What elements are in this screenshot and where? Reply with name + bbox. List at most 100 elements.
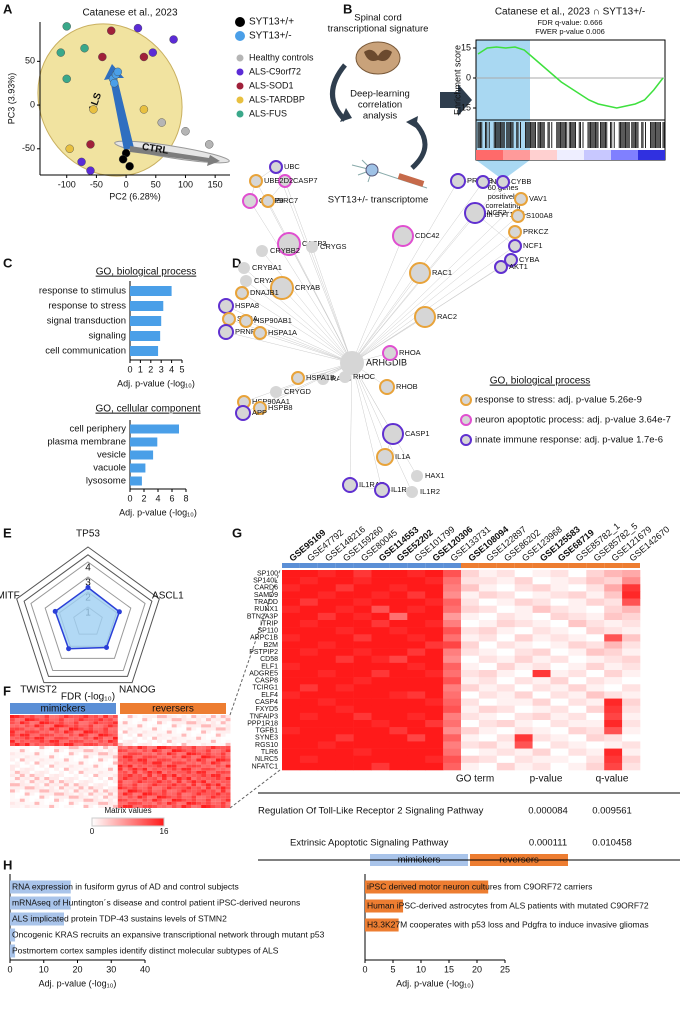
row-label: SAMD9 bbox=[254, 592, 278, 599]
heat-texture bbox=[161, 780, 167, 784]
heat-texture bbox=[54, 780, 59, 784]
heat-texture bbox=[127, 742, 133, 746]
heat-texture bbox=[30, 771, 35, 774]
heat-texture bbox=[34, 789, 40, 793]
heat-texture bbox=[137, 783, 143, 787]
heat-texture bbox=[44, 724, 50, 728]
network-edge bbox=[351, 245, 516, 364]
heat-texture bbox=[44, 730, 50, 734]
heat-cell bbox=[282, 762, 301, 771]
heat-texture bbox=[10, 715, 15, 719]
heat-texture bbox=[39, 736, 45, 740]
point bbox=[77, 157, 86, 167]
heat-cell bbox=[514, 748, 533, 757]
x-tick-label: 0 bbox=[127, 493, 132, 503]
heat-texture bbox=[78, 721, 84, 725]
heat-texture bbox=[220, 727, 226, 731]
heat-cell bbox=[282, 734, 301, 742]
heat-cell bbox=[353, 698, 372, 707]
heat-cell bbox=[514, 684, 533, 692]
heat-texture bbox=[215, 795, 221, 799]
heat-texture bbox=[108, 755, 113, 759]
heat-cell bbox=[443, 677, 462, 685]
heat-texture bbox=[98, 765, 103, 768]
heat-texture bbox=[171, 777, 177, 781]
heat-texture bbox=[54, 733, 59, 737]
heat-texture bbox=[122, 773, 128, 777]
bar bbox=[10, 896, 71, 910]
heat-texture bbox=[191, 749, 197, 753]
heat-texture bbox=[220, 798, 226, 802]
heat-cell bbox=[514, 577, 533, 585]
heat-texture bbox=[137, 773, 143, 777]
diagram-text: SYT13+/- transcriptome bbox=[328, 195, 429, 206]
heat-texture bbox=[181, 749, 187, 753]
heat-texture bbox=[157, 801, 162, 805]
heat-texture bbox=[152, 721, 157, 724]
heat-texture bbox=[103, 739, 108, 743]
heat-texture bbox=[98, 770, 104, 774]
heat-texture bbox=[14, 739, 20, 743]
heat-texture bbox=[215, 767, 221, 771]
heat-texture bbox=[68, 742, 74, 746]
row-label: CASP4 bbox=[255, 699, 278, 706]
heat-texture bbox=[157, 731, 162, 734]
legend-label: ALS-C9orf72 bbox=[249, 66, 301, 76]
heat-texture bbox=[49, 762, 54, 765]
heat-cell bbox=[282, 598, 301, 607]
heat-cell bbox=[317, 698, 336, 707]
heat-texture bbox=[88, 724, 94, 728]
network-node bbox=[235, 405, 251, 421]
heat-texture bbox=[215, 761, 221, 765]
heat-texture bbox=[123, 737, 128, 740]
heat-texture bbox=[78, 746, 84, 750]
heat-texture bbox=[166, 718, 172, 722]
heat-texture bbox=[137, 761, 143, 765]
heat-texture bbox=[132, 730, 138, 734]
heat-texture bbox=[176, 752, 182, 756]
heat-texture bbox=[186, 742, 192, 746]
heat-texture bbox=[147, 795, 153, 799]
heat-texture bbox=[93, 752, 99, 756]
group-bar bbox=[550, 563, 569, 568]
heat-cell bbox=[604, 677, 623, 685]
heat-texture bbox=[108, 727, 113, 731]
heat-texture bbox=[147, 715, 153, 719]
y-tick-label: -50 bbox=[22, 143, 35, 153]
x-axis-label: Adj. p-value (-log₁₀) bbox=[119, 507, 197, 517]
heat-cell bbox=[407, 641, 426, 649]
heat-texture bbox=[108, 736, 113, 740]
heat-texture bbox=[220, 786, 226, 790]
heat-texture bbox=[83, 718, 89, 722]
heat-texture bbox=[83, 724, 89, 728]
heat-texture bbox=[24, 761, 30, 765]
heat-texture bbox=[54, 752, 59, 755]
heat-texture bbox=[210, 764, 216, 768]
heat-texture bbox=[59, 773, 64, 777]
node-label: CRYAB bbox=[295, 283, 320, 292]
heat-texture bbox=[191, 764, 197, 768]
heat-texture bbox=[34, 721, 40, 725]
heat-texture bbox=[142, 801, 148, 805]
heat-texture bbox=[49, 727, 55, 731]
heat-texture bbox=[44, 758, 50, 762]
bar bbox=[130, 301, 164, 311]
heat-texture bbox=[181, 792, 187, 796]
heat-texture bbox=[73, 783, 79, 787]
heat-texture bbox=[117, 792, 123, 796]
heat-texture bbox=[14, 804, 20, 808]
heat-texture bbox=[123, 734, 128, 737]
heat-cell bbox=[478, 584, 498, 592]
heat-cell bbox=[389, 648, 408, 657]
heat-cell bbox=[461, 712, 480, 721]
heat-cell bbox=[299, 691, 319, 699]
heat-cell bbox=[622, 684, 641, 692]
heat-texture bbox=[68, 777, 74, 781]
heat-cell bbox=[514, 705, 533, 714]
heat-texture bbox=[201, 727, 206, 731]
heat-texture bbox=[210, 789, 216, 793]
heat-cell bbox=[282, 662, 301, 671]
point bbox=[86, 166, 95, 175]
heat-texture bbox=[147, 761, 153, 765]
heat-texture bbox=[83, 746, 89, 750]
